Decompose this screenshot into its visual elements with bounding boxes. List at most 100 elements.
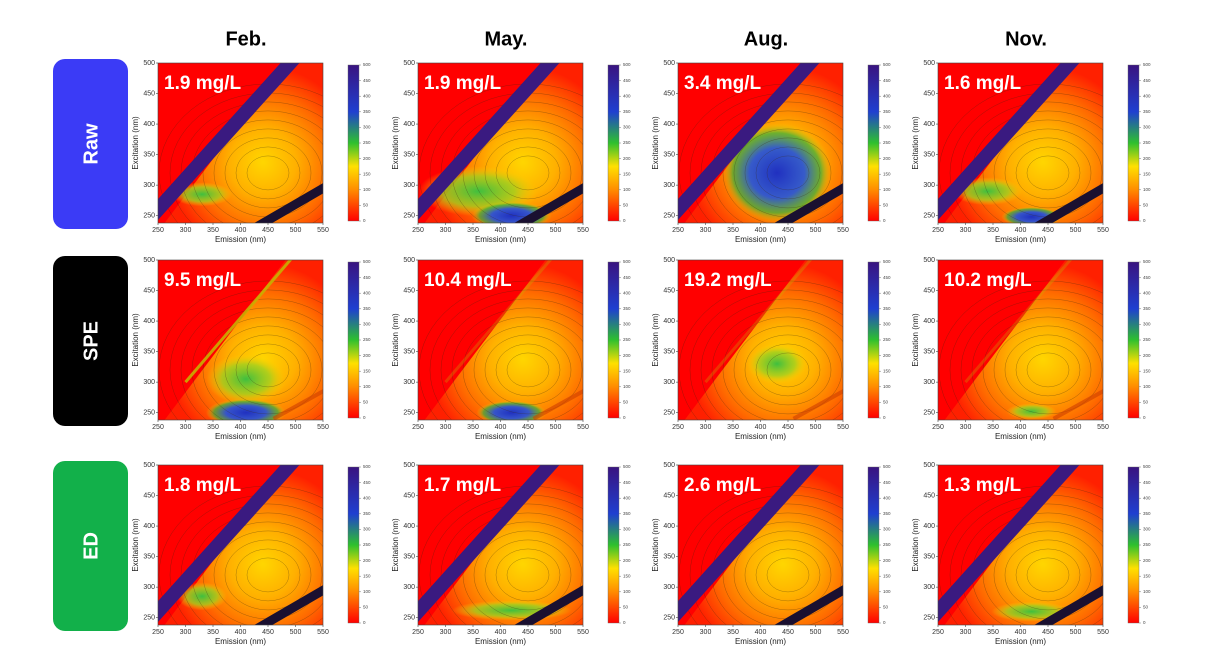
colorbar-tick-label: 350 <box>363 109 371 114</box>
y-tick-label: 350 <box>403 348 415 355</box>
contour-line <box>1004 539 1092 611</box>
x-tick-label: 300 <box>180 629 192 636</box>
colorbar-tick-label: 50 <box>883 605 889 610</box>
fluorescence-peak <box>206 398 286 420</box>
colorbar-tick-label: 450 <box>363 78 371 83</box>
contour-line <box>1004 137 1092 209</box>
colorbar-tick-label: 500 <box>623 259 631 264</box>
contour-line <box>949 289 1103 420</box>
x-tick-label: 400 <box>235 227 247 234</box>
x-tick-label: 250 <box>412 424 424 431</box>
colorbar-tick-label: 300 <box>623 322 631 327</box>
colorbar <box>347 261 360 419</box>
colorbar-tick-label: 150 <box>1143 573 1151 578</box>
panel: 250 300 350 400 450 500 550250300350400450500E… <box>391 257 631 441</box>
colorbar-tick-label: 200 <box>363 353 371 358</box>
x-tick-label: 450 <box>522 629 534 636</box>
concentration-label: 9.5 mg/L <box>164 270 241 291</box>
contour-line <box>689 289 843 420</box>
y-tick-label: 250 <box>663 410 675 417</box>
plot-area <box>418 465 583 625</box>
x-tick-label: 450 <box>522 227 534 234</box>
colorbar-tick-label: 300 <box>363 527 371 532</box>
colorbar-tick-label: 400 <box>1143 495 1151 500</box>
colorbar-tick-label: 350 <box>1143 109 1151 114</box>
y-tick-label: 400 <box>143 121 155 128</box>
x-tick-label: 300 <box>440 629 452 636</box>
panel: 250 300 350 400 450 500 550250300350400450500E… <box>911 462 1151 646</box>
colorbar-tick-label: 500 <box>1143 464 1151 469</box>
y-tick-label: 300 <box>923 584 935 591</box>
x-tick-label: 500 <box>1070 424 1082 431</box>
y-tick-label: 300 <box>143 182 155 189</box>
x-tick-label: 350 <box>987 629 999 636</box>
contour-line <box>506 557 550 593</box>
contour-line <box>733 325 843 415</box>
row-label-box <box>53 256 128 426</box>
colorbar-tick-label: 250 <box>1143 542 1151 547</box>
contour-line <box>755 343 821 397</box>
panel: 250 300 350 400 450 500 550250300350400450500E… <box>391 462 631 646</box>
contour-line <box>755 548 821 602</box>
contour-line <box>755 146 821 200</box>
colorbar-tick-label: 100 <box>363 384 371 389</box>
y-tick-label: 350 <box>143 348 155 355</box>
colorbar-tick-label: 150 <box>363 171 371 176</box>
colorbar-tick-label: 100 <box>883 384 891 389</box>
contour-line <box>960 503 1103 625</box>
scatter-band <box>1052 389 1103 420</box>
x-tick-label: 550 <box>577 424 589 431</box>
colorbar-tick-label: 0 <box>1143 620 1146 625</box>
plot-area <box>158 260 323 420</box>
x-tick-label: 250 <box>672 629 684 636</box>
colorbar-tick-label: 300 <box>363 125 371 130</box>
y-axis-label: Excitation (nm) <box>391 116 400 170</box>
contour-line <box>495 343 561 397</box>
colorbar-tick-label: 450 <box>623 78 631 83</box>
colorbar-tick-label: 500 <box>883 259 891 264</box>
colorbar-tick-label: 100 <box>363 187 371 192</box>
x-tick-label: 450 <box>782 424 794 431</box>
x-tick-label: 250 <box>932 424 944 431</box>
y-tick-label: 450 <box>403 492 415 499</box>
scatter-band <box>514 183 583 223</box>
contour-line <box>711 307 843 420</box>
colorbar-tick-label: 0 <box>623 218 626 223</box>
colorbar-tick-label: 400 <box>883 495 891 500</box>
y-tick-label: 400 <box>923 523 935 530</box>
colorbar-tick-label: 500 <box>623 464 631 469</box>
y-tick-label: 500 <box>403 462 415 469</box>
x-tick-label: 450 <box>1042 227 1054 234</box>
contour-line <box>440 298 583 420</box>
colorbar-tick-label: 400 <box>363 495 371 500</box>
x-tick-label: 400 <box>755 227 767 234</box>
plot-area <box>418 63 583 223</box>
colorbar-tick-label: 300 <box>1143 527 1151 532</box>
scatter-band <box>254 183 323 223</box>
colorbar <box>347 466 360 624</box>
colorbar-tick-label: 150 <box>363 368 371 373</box>
colorbar-tick-label: 150 <box>623 368 631 373</box>
y-tick-label: 500 <box>143 60 155 67</box>
x-tick-label: 450 <box>782 227 794 234</box>
colorbar-tick-label: 150 <box>623 171 631 176</box>
row: SPE <box>53 256 128 426</box>
x-tick-label: 250 <box>152 227 164 234</box>
y-tick-label: 300 <box>663 182 675 189</box>
y-axis-label: Excitation (nm) <box>131 518 140 572</box>
y-axis-label: Excitation (nm) <box>911 518 920 572</box>
contour-line <box>982 316 1103 420</box>
x-tick-label: 350 <box>467 424 479 431</box>
contour-line <box>495 146 561 200</box>
x-tick-label: 300 <box>440 227 452 234</box>
contour-line <box>462 316 583 420</box>
colorbar-tick-label: 350 <box>623 109 631 114</box>
y-tick-label: 300 <box>663 379 675 386</box>
contour-line <box>722 119 843 223</box>
x-tick-label: 550 <box>317 424 329 431</box>
contour-line <box>235 146 301 200</box>
colorbar-tick-label: 200 <box>623 353 631 358</box>
x-axis-label: Emission (nm) <box>995 235 1046 244</box>
colorbar-tick-label: 200 <box>623 558 631 563</box>
